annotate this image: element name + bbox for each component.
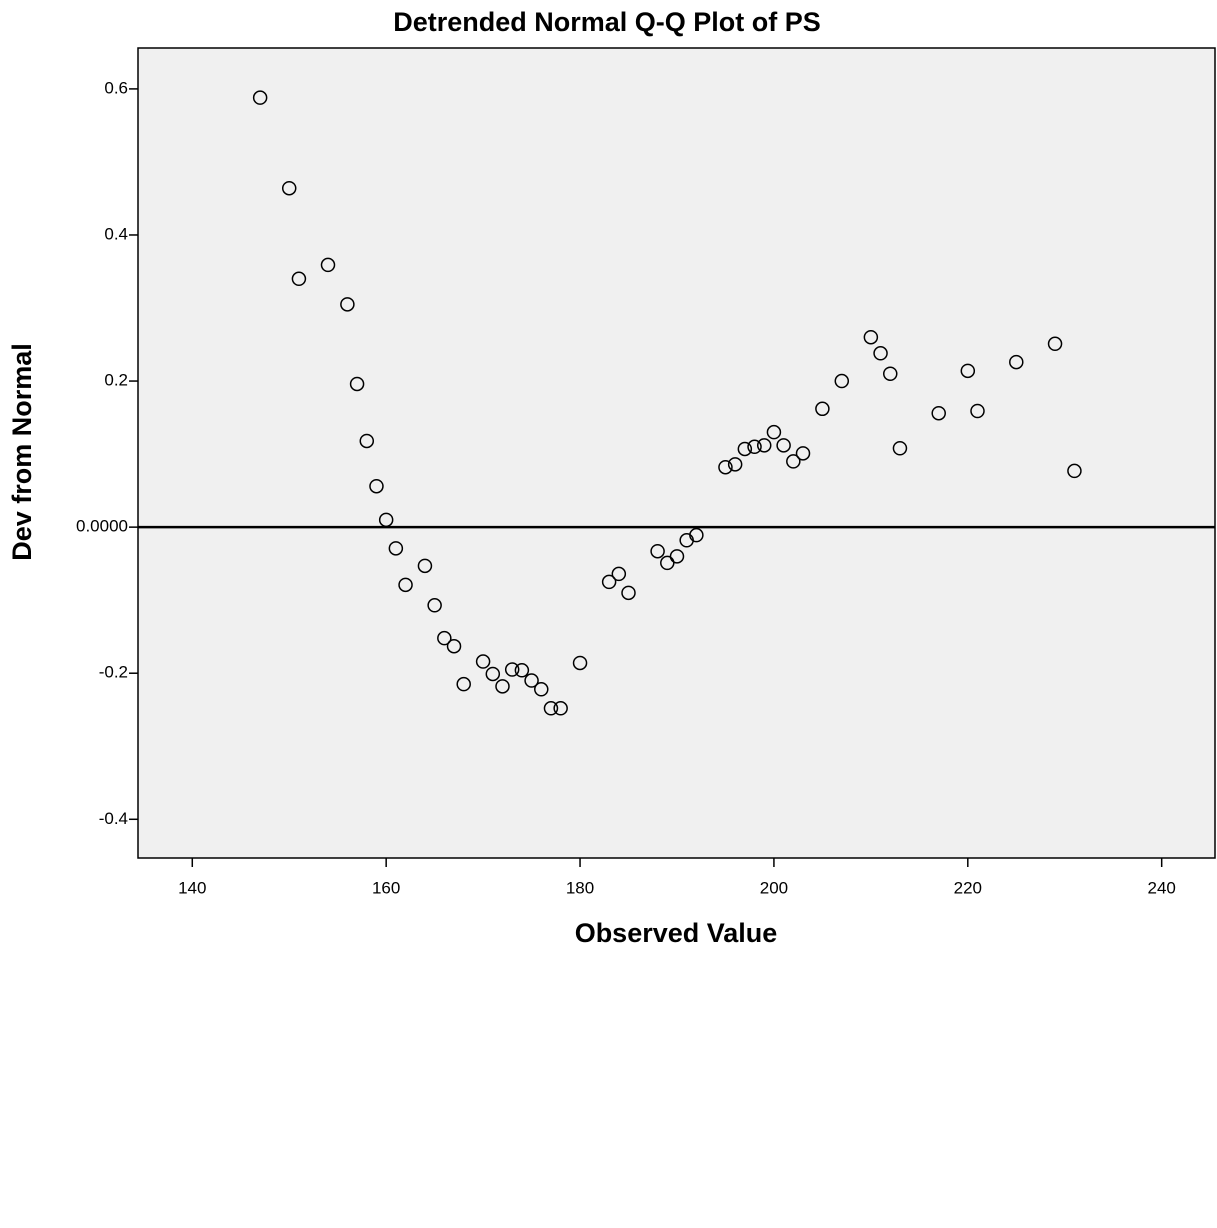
y-tick-label: 0.6 [104, 78, 128, 97]
point [553, 701, 568, 716]
point [689, 527, 704, 543]
point [815, 401, 830, 417]
point [660, 555, 675, 571]
y-tick-label: -0.4 [99, 809, 128, 828]
point [737, 441, 753, 457]
point [475, 654, 491, 669]
point [369, 478, 384, 494]
chart-title: Detrended Normal Q-Q Plot of PS [393, 7, 821, 37]
point [834, 373, 850, 389]
point [863, 329, 879, 345]
point [611, 566, 627, 582]
point [572, 655, 588, 671]
point [388, 541, 404, 556]
point [349, 376, 365, 392]
point [892, 441, 908, 456]
point [456, 676, 471, 692]
point [543, 701, 559, 716]
x-tick-label: 240 [1147, 878, 1175, 897]
point [514, 663, 530, 678]
y-axis-label: Dev from Normal [7, 343, 37, 561]
y-tick-label: 0.0000 [76, 517, 128, 536]
point [756, 438, 772, 453]
point [281, 180, 297, 196]
x-tick-label: 220 [954, 878, 982, 897]
x-axis-label: Observed Value [575, 918, 778, 948]
point [485, 666, 501, 682]
point [504, 662, 520, 677]
point [1047, 336, 1063, 352]
plot-area [137, 47, 1216, 859]
point [883, 366, 898, 382]
point [786, 454, 801, 469]
point [669, 549, 685, 564]
point [291, 271, 307, 287]
point [970, 403, 985, 419]
point [1009, 354, 1024, 370]
point [320, 257, 336, 273]
x-tick-label: 140 [178, 878, 206, 897]
point [621, 585, 636, 601]
point [776, 438, 791, 453]
point [766, 424, 782, 440]
point [601, 574, 617, 590]
point [534, 682, 549, 697]
point [931, 405, 946, 421]
point [340, 297, 355, 312]
x-tick-label: 180 [566, 878, 594, 897]
y-tick-label: 0.2 [104, 371, 128, 390]
point [378, 512, 394, 528]
point [252, 90, 268, 105]
point [446, 638, 462, 654]
point [747, 439, 762, 455]
y-tick-label: 0.4 [104, 224, 128, 243]
point [495, 679, 510, 694]
point [359, 433, 375, 449]
point [524, 673, 539, 688]
x-tick-label: 160 [372, 878, 400, 897]
point [650, 543, 665, 559]
point [795, 446, 811, 461]
point [1067, 463, 1082, 479]
x-tick-label: 200 [760, 878, 788, 897]
y-tick-label: -0.2 [99, 663, 128, 682]
point [427, 598, 442, 613]
point [960, 363, 976, 379]
point [727, 457, 743, 472]
point [417, 558, 433, 574]
point [873, 346, 888, 361]
point [437, 630, 452, 646]
point [718, 459, 733, 475]
point [398, 577, 413, 593]
